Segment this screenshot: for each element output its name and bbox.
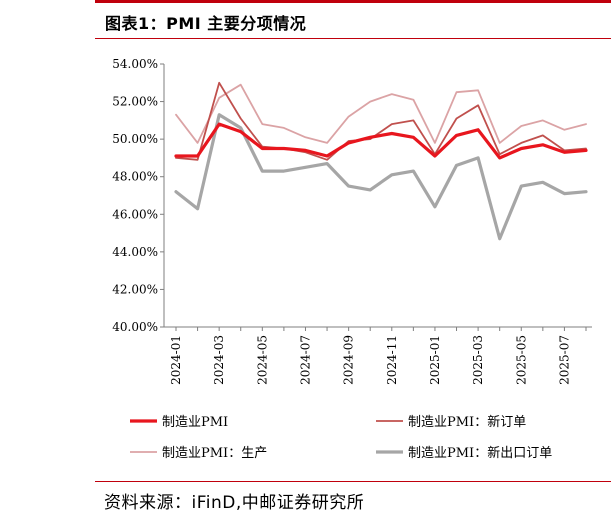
figure-title: 图表1：PMI 主要分项情况 (105, 14, 307, 33)
series-line (175, 81, 587, 161)
x-tick-label: 2025-07 (557, 335, 571, 385)
x-tick-label: 2025-01 (428, 335, 442, 385)
source-note: 资料来源：iFinD,中邮证券研究所 (104, 493, 365, 513)
y-tick-label: 40.00% (112, 320, 158, 334)
x-tick-label: 2024-07 (298, 335, 312, 385)
y-tick-label: 48.00% (112, 170, 158, 184)
series-line (175, 83, 587, 144)
x-tick-label: 2024-03 (212, 335, 226, 385)
x-tick-label: 2024-05 (255, 335, 269, 385)
legend-label: 制造业PMI：生产 (162, 446, 267, 461)
y-tick-label: 52.00% (112, 95, 158, 109)
line-chart: 40.00% 42.00% 44.00% 46.00% 48.00% 50.00% 52.0… (112, 57, 592, 461)
y-tick-label: 46.00% (112, 207, 158, 221)
y-tick-label: 44.00% (112, 245, 158, 259)
title-rule (95, 38, 611, 39)
y-tick-label: 50.00% (112, 132, 158, 146)
series-line (174, 122, 588, 160)
top-rule (95, 0, 611, 3)
title-bar: 图表1：PMI 主要分项情况 (95, 6, 611, 36)
x-tick-label: 2024-01 (169, 335, 183, 385)
x-tick-label: 2025-05 (514, 335, 528, 385)
legend-label: 制造业PMI：新订单 (408, 414, 526, 430)
y-tick-label: 42.00% (112, 282, 158, 296)
series-line (174, 113, 588, 241)
x-tick-label: 2025-03 (471, 335, 485, 385)
x-tick-label: 2024-09 (342, 335, 356, 385)
chart-series-lines (174, 81, 588, 241)
x-tick-label: 2024-11 (385, 335, 399, 385)
y-tick-label: 54.00% (112, 57, 158, 71)
source-rule (95, 481, 611, 482)
legend-label: 制造业PMI (162, 415, 228, 430)
legend-label: 制造业PMI：新出口订单 (408, 445, 552, 461)
chart-axes: 40.00% 42.00% 44.00% 46.00% 48.00% 50.00% 52.0… (112, 57, 592, 385)
